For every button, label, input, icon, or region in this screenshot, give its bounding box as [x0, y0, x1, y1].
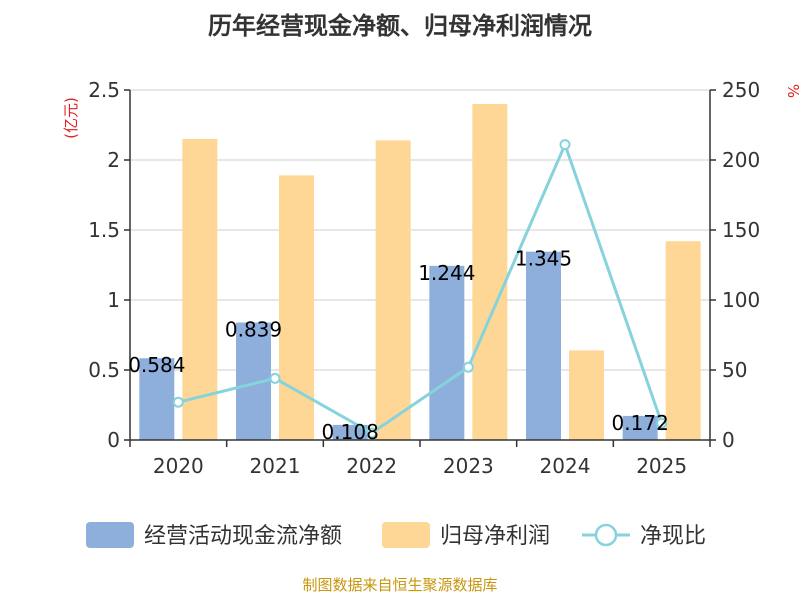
legend-label-profit: 归母净利润 [440, 524, 550, 549]
ratio-line [172, 139, 668, 439]
left-tick-label: 2.5 [88, 78, 120, 102]
x-tick-label-2023: 2023 [443, 454, 494, 478]
left-tick-label: 0 [107, 428, 120, 452]
left-axis-unit: (亿元) [62, 97, 80, 139]
profit-bar-2023 [472, 104, 508, 440]
ratio-point-2020 [172, 396, 184, 408]
legend-label-cashflow: 经营活动现金流净额 [144, 524, 342, 549]
legend-swatch-cashflow [86, 522, 134, 548]
left-tick-label: 1 [107, 288, 120, 312]
x-tick-label-2020: 2020 [153, 454, 204, 478]
right-tick-label: 150 [722, 218, 760, 242]
cashflow-label-2020: 0.584 [128, 353, 185, 377]
x-tick-label-2022: 2022 [346, 454, 397, 478]
left-tick-label: 1.5 [88, 218, 120, 242]
x-tick-label-2024: 2024 [540, 454, 591, 478]
right-tick-label: 0 [722, 428, 735, 452]
cashflow-bar-2023 [429, 265, 465, 440]
cashflow-label-2025: 0.172 [612, 411, 669, 435]
right-tick-label: 200 [722, 148, 760, 172]
chart-title: 历年经营现金净额、归母净利润情况 [208, 12, 592, 40]
cashflow-label-2023: 1.244 [418, 261, 475, 285]
data-labels: 0.584 0.839 0.108 1.244 1.345 0.172 [128, 247, 669, 444]
ratio-point-2025 [656, 417, 668, 429]
right-tick-label: 250 [722, 78, 760, 102]
ratio-point-2024 [559, 139, 571, 151]
legend-swatch-profit [382, 522, 430, 548]
cashflow-label-2022: 0.108 [322, 420, 379, 444]
profit-bar-2022 [375, 140, 411, 440]
ratio-polyline [177, 140, 664, 435]
bars [139, 104, 701, 440]
right-axis-unit: % [784, 84, 800, 98]
x-tick-label-2025: 2025 [636, 454, 687, 478]
right-tick-label: 100 [722, 288, 760, 312]
cashflow-bar-2024 [526, 251, 561, 440]
cashflow-bar-2025 [622, 415, 658, 440]
profit-bar-2020 [182, 139, 218, 440]
legend-label-ratio: 净现比 [640, 524, 706, 549]
legend: 经营活动现金流净额 归母净利润 净现比 [86, 522, 706, 549]
legend-swatch-ratio-marker [594, 523, 618, 547]
profit-bar-2021 [279, 175, 314, 440]
source-note: 制图数据来自恒生聚源数据库 [302, 576, 497, 594]
ratio-point-2021 [269, 372, 281, 384]
profit-bar-2025 [665, 241, 701, 440]
axes: 0 0.5 1 1.5 2 2.5 0 50 100 150 200 250 2020 2021 2022 2… [88, 78, 760, 478]
ratio-point-2023 [462, 361, 474, 373]
cashflow-bar-2020 [139, 358, 175, 440]
profit-bar-2024 [569, 350, 604, 440]
ratio-point-2022 [366, 427, 378, 439]
cashflow-label-2021: 0.839 [225, 318, 282, 342]
x-tick-label-2021: 2021 [250, 454, 301, 478]
grid [130, 89, 710, 371]
right-tick-label: 50 [722, 358, 747, 382]
left-tick-label: 0.5 [88, 358, 120, 382]
cashflow-label-2024: 1.345 [515, 247, 572, 271]
cashflow-bar-2022 [332, 424, 368, 440]
left-tick-label: 2 [107, 148, 120, 172]
